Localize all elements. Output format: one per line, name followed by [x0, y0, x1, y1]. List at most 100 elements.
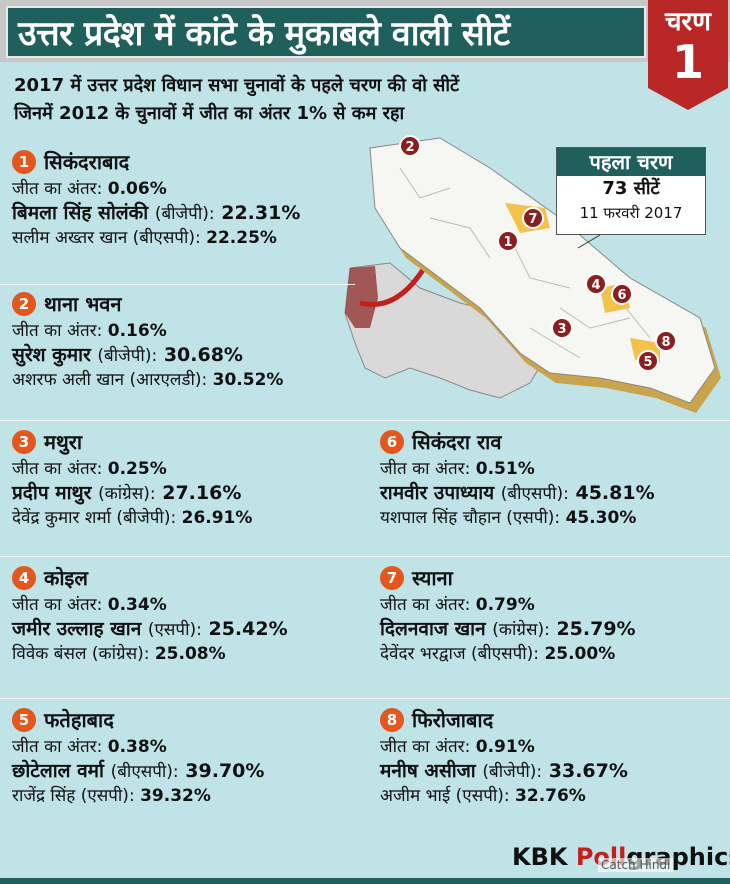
intro-line-2: जिनमें 2012 के चुनावों में जीत का अंतर 1… [14, 103, 405, 124]
seat-card-6: 6 सिकंदरा राव जीत का अंतर: 0.51% रामवीर उ… [380, 430, 728, 530]
runner-name: यशपाल सिंह चौहान (एसपी): [380, 508, 561, 528]
seat-number: 5 [12, 708, 36, 732]
margin-label: जीत का अंतर: [380, 595, 471, 615]
margin-label: जीत का अंतर: [12, 321, 103, 341]
svg-text:8: 8 [661, 335, 670, 350]
title-bar: उत्तर प्रदेश में कांटे के मुकाबले वाली स… [6, 6, 646, 58]
runner-line: सलीम अख्तर खान (बीएसपी): 22.25% [12, 226, 372, 250]
intro-line-1: 2017 में उत्तर प्रदेश विधान सभा चुनावों … [14, 75, 460, 96]
callout-line [577, 234, 601, 249]
svg-text:5: 5 [643, 355, 652, 370]
seat-name: स्याना [412, 566, 453, 590]
bottom-border [0, 878, 730, 884]
runner-pct: 26.91% [181, 508, 253, 528]
winner-name: मनीष असीजा [380, 760, 476, 782]
margin-value: 0.79% [475, 595, 535, 615]
marker-4: 4 [585, 273, 607, 295]
badge-number: 1 [671, 35, 704, 89]
runner-name: देवेंद्र कुमार शर्मा (बीजेपी): [12, 508, 177, 528]
seat-name: सिकंदराबाद [44, 150, 130, 174]
seat-card-2: 2 थाना भवन जीत का अंतर: 0.16% सुरेश कुमार… [12, 292, 372, 392]
winner-pct: 45.81% [575, 482, 655, 504]
seat-card-4: 4 कोइल जीत का अंतर: 0.34% जमीर उल्लाह खान… [12, 566, 362, 666]
winner-pct: 25.79% [556, 618, 636, 640]
margin-line: जीत का अंतर: 0.34% [12, 593, 362, 617]
runner-line: यशपाल सिंह चौहान (एसपी): 45.30% [380, 506, 728, 530]
seat-name: फिरोजाबाद [412, 708, 494, 732]
inset-highlight [345, 266, 378, 328]
up-map: 1 2 3 4 5 6 7 8 [344, 135, 721, 413]
winner-line: मनीष असीजा (बीजेपी): 33.67% [380, 759, 728, 784]
winner-pct: 33.67% [548, 760, 628, 782]
margin-value: 0.25% [107, 459, 167, 479]
runner-line: देवेंद्र कुमार शर्मा (बीजेपी): 26.91% [12, 506, 362, 530]
winner-line: प्रदीप माथुर (कांग्रेस): 27.16% [12, 481, 362, 506]
winner-party: (बीजेपी): [482, 762, 543, 782]
phase-date: 11 फरवरी 2017 [579, 204, 683, 222]
phase-seats: 73 सीटें [602, 178, 660, 199]
divider [0, 284, 355, 285]
winner-line: छोटेलाल वर्मा (बीएसपी): 39.70% [12, 759, 362, 784]
runner-line: अजीम भाई (एसपी): 32.76% [380, 784, 728, 808]
svg-text:2: 2 [405, 140, 414, 155]
marker-8: 8 [655, 330, 677, 352]
page-title: उत्तर प्रदेश में कांटे के मुकाबले वाली स… [18, 14, 510, 54]
winner-line: रामवीर उपाध्याय (बीएसपी): 45.81% [380, 481, 728, 506]
marker-3: 3 [551, 317, 573, 339]
margin-line: जीत का अंतर: 0.79% [380, 593, 728, 617]
winner-pct: 22.31% [221, 202, 301, 224]
phase-badge: चरण 1 [648, 0, 728, 110]
runner-name: राजेंद्र सिंह (एसपी): [12, 786, 135, 806]
margin-label: जीत का अंतर: [12, 595, 103, 615]
svg-text:6: 6 [617, 288, 626, 303]
margin-line: जीत का अंतर: 0.91% [380, 735, 728, 759]
intro-text: 2017 में उत्तर प्रदेश विधान सभा चुनावों … [14, 72, 634, 128]
margin-label: जीत का अंतर: [380, 459, 471, 479]
margin-value: 0.06% [107, 179, 167, 199]
seat-number: 2 [12, 292, 36, 316]
runner-pct: 22.25% [206, 228, 277, 248]
winner-name: जमीर उल्लाह खान [12, 618, 142, 640]
runner-pct: 39.32% [140, 786, 211, 806]
runner-pct: 45.30% [565, 508, 637, 528]
margin-value: 0.91% [475, 737, 535, 757]
winner-name: रामवीर उपाध्याय [380, 482, 495, 504]
runner-name: देवेंदर भरद्वाज (बीएसपी): [380, 644, 540, 664]
seat-card-5: 5 फतेहाबाद जीत का अंतर: 0.38% छोटेलाल वर्… [12, 708, 362, 808]
winner-name: दिलनवाज खान [380, 618, 486, 640]
winner-party: (बीजेपी): [154, 204, 215, 224]
seat-number: 8 [380, 708, 404, 732]
runner-name: अजीम भाई (एसपी): [380, 786, 510, 806]
runner-name: विवेक बंसल (कांग्रेस): [12, 644, 150, 664]
runner-name: अशरफ अली खान (आरएलडी): [12, 370, 208, 390]
winner-name: सुरेश कुमार [12, 344, 91, 366]
brand-part-1: KBK [512, 843, 576, 871]
runner-pct: 32.76% [515, 786, 586, 806]
margin-line: जीत का अंतर: 0.06% [12, 177, 372, 201]
seat-card-8: 8 फिरोजाबाद जीत का अंतर: 0.91% मनीष असीजा… [380, 708, 728, 808]
region-map [369, 137, 716, 404]
winner-line: जमीर उल्लाह खान (एसपी): 25.42% [12, 617, 362, 642]
winner-party: (एसपी): [147, 620, 202, 640]
divider [0, 420, 730, 421]
margin-label: जीत का अंतर: [12, 737, 103, 757]
seat-name: कोइल [44, 566, 88, 590]
margin-line: जीत का अंतर: 0.25% [12, 457, 362, 481]
margin-label: जीत का अंतर: [12, 179, 103, 199]
winner-name: बिमला सिंह सोलंकी [12, 202, 149, 224]
winner-party: (बीजेपी): [97, 346, 158, 366]
marker-2: 2 [399, 135, 421, 157]
winner-pct: 25.42% [208, 618, 288, 640]
winner-line: बिमला सिंह सोलंकी (बीजेपी): 22.31% [12, 201, 372, 226]
seat-name: फतेहाबाद [44, 708, 114, 732]
runner-name: सलीम अख्तर खान (बीएसपी): [12, 228, 201, 248]
winner-party: (बीएसपी): [110, 762, 179, 782]
winner-name: प्रदीप माथुर [12, 482, 92, 504]
phase-info-box: पहला चरण 73 सीटें 11 फरवरी 2017 [556, 147, 706, 235]
margin-value: 0.51% [475, 459, 535, 479]
winner-line: दिलनवाज खान (कांग्रेस): 25.79% [380, 617, 728, 642]
seat-number: 6 [380, 430, 404, 454]
margin-label: जीत का अंतर: [380, 737, 471, 757]
seat-number: 7 [380, 566, 404, 590]
seat-card-3: 3 मथुरा जीत का अंतर: 0.25% प्रदीप माथुर (… [12, 430, 362, 530]
